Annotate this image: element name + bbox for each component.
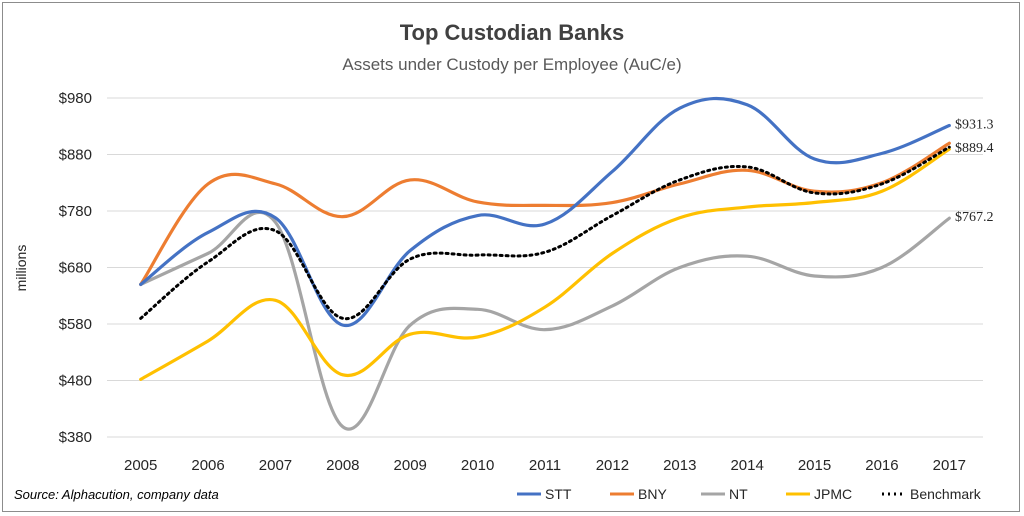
legend-item-jpmc: JPMC <box>786 486 852 502</box>
legend: STT BNY NT JPMC Benchmark <box>517 486 982 502</box>
series-line-benchmark <box>139 145 951 320</box>
y-tick-labels: $980 $880 $780 $680 $580 $480 $380 <box>59 90 92 446</box>
x-tick-label: 2014 <box>730 457 763 474</box>
data-label: $889.4 <box>955 141 994 156</box>
x-tick-labels: 2005 2006 2007 2008 2009 2010 2011 2012 2013 2014… <box>124 457 966 474</box>
legend-label: JPMC <box>814 486 852 502</box>
legend-item-bny: BNY <box>610 486 667 502</box>
y-tick-label: $480 <box>59 373 92 390</box>
x-tick-label: 2013 <box>663 457 696 474</box>
series-line-jpmc <box>139 147 951 381</box>
data-labels: $931.3 $889.4 $767.2 <box>955 118 994 226</box>
y-tick-label: $980 <box>59 90 92 107</box>
data-label: $767.2 <box>955 210 994 225</box>
y-tick-label: $880 <box>59 147 92 164</box>
x-tick-label: 2016 <box>865 457 898 474</box>
gridlines <box>107 97 983 438</box>
x-tick-label: 2015 <box>798 457 831 474</box>
x-tick-label: 2007 <box>259 457 292 474</box>
legend-label: STT <box>545 486 572 502</box>
y-tick-label: $780 <box>59 203 92 220</box>
source-note: Source: Alphacution, company data <box>14 487 219 502</box>
y-tick-label: $580 <box>59 316 92 333</box>
series-line-bny <box>139 141 951 287</box>
series-line-nt <box>139 211 951 431</box>
legend-item-stt: STT <box>517 486 572 502</box>
x-tick-label: 2006 <box>191 457 224 474</box>
chart-title: Top Custodian Banks <box>400 20 625 45</box>
x-tick-label: 2009 <box>394 457 427 474</box>
legend-label: NT <box>729 486 748 502</box>
x-tick-label: 2011 <box>529 457 561 474</box>
x-tick-label: 2010 <box>461 457 494 474</box>
series-lines <box>139 96 951 431</box>
series-line-stt <box>139 96 951 327</box>
data-label: $931.3 <box>955 118 994 133</box>
x-tick-label: 2017 <box>933 457 966 474</box>
x-tick-label: 2012 <box>596 457 629 474</box>
x-tick-label: 2005 <box>124 457 157 474</box>
y-axis-label: millions <box>13 245 29 292</box>
y-tick-label: $680 <box>59 260 92 277</box>
legend-item-nt: NT <box>701 486 748 502</box>
legend-label: Benchmark <box>910 486 982 502</box>
legend-item-benchmark: Benchmark <box>882 486 982 502</box>
x-tick-label: 2008 <box>326 457 359 474</box>
legend-label: BNY <box>638 486 667 502</box>
chart-subtitle: Assets under Custody per Employee (AuC/e… <box>342 55 681 74</box>
y-tick-label: $380 <box>59 429 92 446</box>
